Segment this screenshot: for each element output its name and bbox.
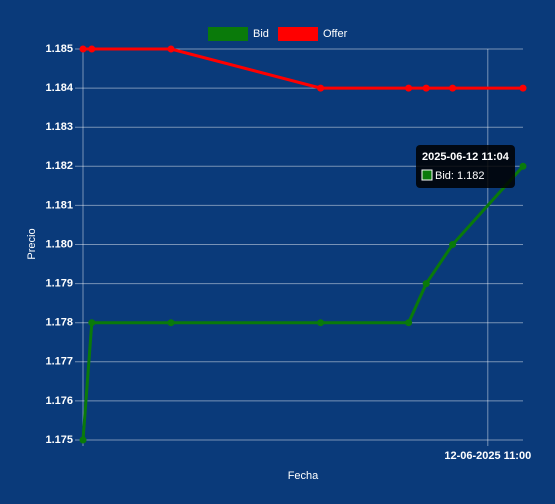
data-point <box>88 319 96 327</box>
y-tick-label: 1.182 <box>45 160 73 172</box>
y-tick-label: 1.184 <box>45 82 73 94</box>
data-point <box>79 45 87 53</box>
tooltip-title: 2025-06-12 11:04 <box>422 151 510 163</box>
y-tick-label: 1.179 <box>45 278 73 290</box>
y-tick-label: 1.178 <box>45 317 73 329</box>
data-point <box>88 45 96 53</box>
data-point <box>449 84 457 92</box>
data-point <box>422 84 430 92</box>
legend-label: Offer <box>323 28 348 40</box>
y-tick-label: 1.185 <box>45 43 73 55</box>
data-point <box>405 319 413 327</box>
tooltip-swatch <box>421 169 433 181</box>
y-tick-label: 1.177 <box>45 356 73 368</box>
legend-label: Bid <box>253 28 269 40</box>
y-tick-label: 1.176 <box>45 395 73 407</box>
x-tick-label: 12-06-2025 11:00 <box>444 450 531 462</box>
data-point <box>167 319 175 327</box>
data-point <box>449 241 457 248</box>
legend-swatch <box>208 27 248 41</box>
y-tick-label: 1.181 <box>45 199 73 211</box>
data-point <box>422 280 430 288</box>
legend-swatch <box>278 27 318 41</box>
series-line <box>83 47 523 90</box>
data-point <box>405 84 413 92</box>
series-line <box>81 165 525 441</box>
tooltip: 2025-06-12 11:04 Bid: 1.182 <box>416 145 515 188</box>
y-tick-label: 1.180 <box>45 238 73 250</box>
data-point <box>167 45 175 53</box>
x-axis-label: Fecha <box>288 470 319 482</box>
data-point <box>317 319 325 327</box>
data-point <box>519 84 527 92</box>
y-tick-label: 1.183 <box>45 121 73 133</box>
data-point <box>79 436 87 444</box>
tooltip-box <box>416 145 515 188</box>
data-point <box>519 162 527 170</box>
tooltip-label: Bid: 1.182 <box>435 170 485 182</box>
y-tick-label: 1.175 <box>45 434 73 446</box>
data-point <box>317 84 325 92</box>
y-axis-label: Precio <box>26 228 38 259</box>
